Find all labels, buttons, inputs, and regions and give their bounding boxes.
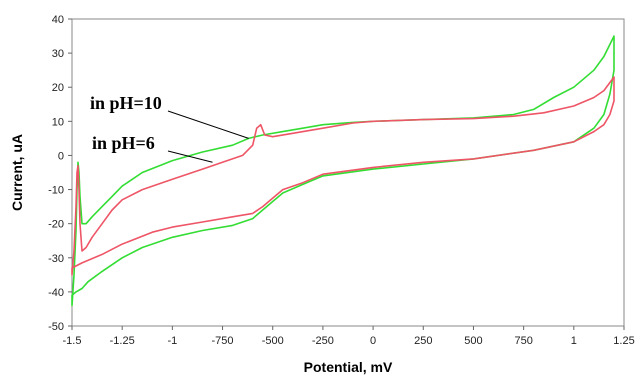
y-tick-label: -20 [48,219,64,231]
x-tick-label: 1 [571,335,577,347]
y-tick-label: 10 [52,116,64,128]
x-tick-label: -1.25 [110,335,135,347]
x-axis-title: Potential, mV [304,359,393,375]
x-tick-label: -1.5 [63,335,82,347]
series-line-ph10 [71,35,615,307]
y-tick-label: -30 [48,253,64,265]
annotation-label-ph10: in pH=10 [90,93,162,113]
x-tick-label: -1 [167,335,177,347]
y-tick-label: -50 [48,321,64,333]
series-line-ph6 [71,76,615,276]
annotation-layer: in pH=10 in pH=6 [90,93,249,163]
x-tick-label: -750 [212,335,234,347]
x-tick-label: 750 [514,335,532,347]
series-layer [71,35,615,307]
y-tick-label: -40 [48,287,64,299]
annotation-leader-ph10 [167,110,249,139]
annotation-leader-ph6 [167,150,213,163]
y-tick-label: 40 [52,14,64,26]
y-axis-title: Current, uA [9,134,25,211]
x-tick-label: -500 [262,335,284,347]
y-axis-ticks: -50 -40 -30 -20 -10 0 10 20 30 40 [48,14,72,333]
x-axis-ticks: -1.5 -1.25 -1 -750 -500 -250 0 250 500 750 1 1.25 [63,326,635,347]
x-tick-label: -250 [312,335,334,347]
y-tick-label: 30 [52,48,64,60]
x-tick-label: 1.25 [613,335,634,347]
y-tick-label: 20 [52,82,64,94]
x-tick-label: 0 [370,335,376,347]
y-tick-label: -10 [48,185,64,197]
plot-frame [71,18,625,327]
x-tick-label: 500 [464,335,482,347]
annotation-label-ph6: in pH=6 [92,133,155,153]
x-tick-label: 250 [414,335,432,347]
y-tick-label: 0 [58,150,64,162]
